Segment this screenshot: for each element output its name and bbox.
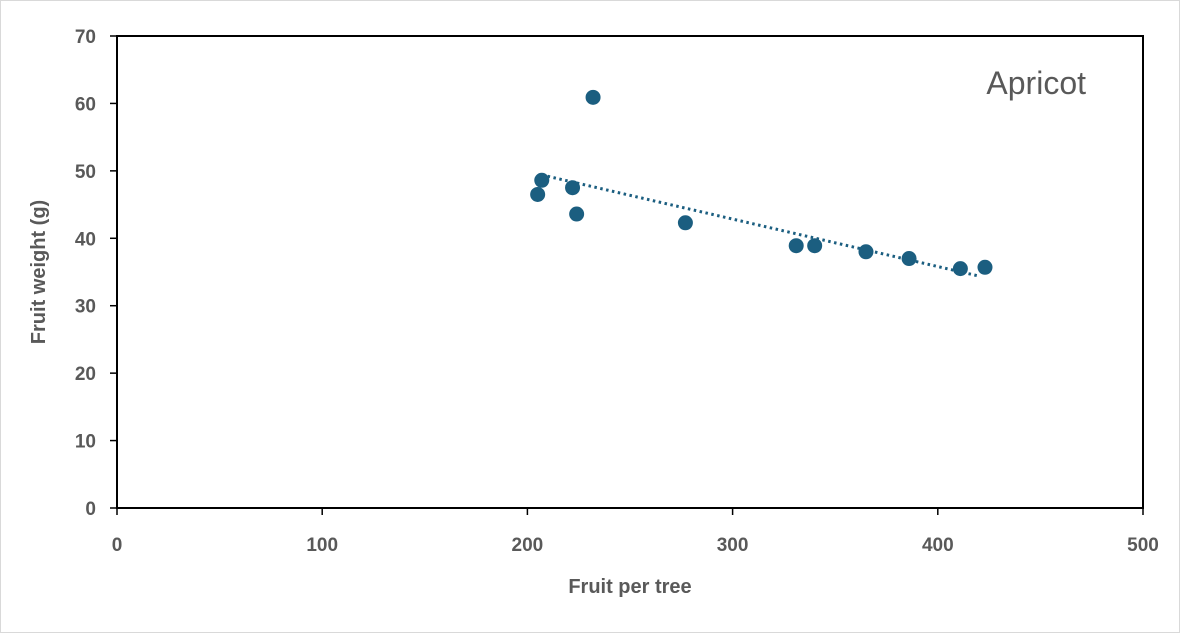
- data-point: [530, 186, 546, 202]
- data-point: [585, 89, 601, 105]
- y-tick-label: 40: [75, 229, 96, 250]
- data-point: [565, 180, 581, 196]
- y-tick-label: 70: [75, 27, 96, 48]
- data-point: [977, 259, 993, 275]
- data-point: [952, 261, 968, 277]
- x-tick-label: 500: [1127, 535, 1159, 556]
- y-tick-label: 30: [75, 297, 96, 318]
- x-axis-title: Fruit per tree: [568, 576, 691, 598]
- x-tick-label: 300: [717, 535, 749, 556]
- data-point: [569, 206, 585, 222]
- y-tick-label: 20: [75, 364, 96, 385]
- y-tick-label: 0: [85, 499, 96, 520]
- y-axis-title: Fruit weight (g): [28, 200, 50, 344]
- x-tick-label: 0: [112, 535, 123, 556]
- chart-annotation: Apricot: [986, 65, 1086, 101]
- x-tick-label: 100: [306, 535, 338, 556]
- y-axis-ticks: 0 10 20 30 40 50 60 70: [75, 27, 117, 520]
- data-point: [534, 172, 550, 188]
- y-tick-label: 10: [75, 432, 96, 453]
- data-point: [901, 251, 917, 267]
- x-tick-label: 200: [512, 535, 544, 556]
- data-point: [677, 215, 693, 231]
- data-points: [530, 89, 993, 277]
- plot-area-border: [116, 35, 1144, 509]
- data-point: [858, 244, 874, 260]
- data-point: [807, 238, 823, 254]
- x-axis-ticks: 0 100 200 300 400 500: [112, 508, 1159, 556]
- y-tick-label: 50: [75, 162, 96, 183]
- x-tick-label: 400: [922, 535, 954, 556]
- y-tick-label: 60: [75, 94, 96, 115]
- data-point: [788, 238, 804, 254]
